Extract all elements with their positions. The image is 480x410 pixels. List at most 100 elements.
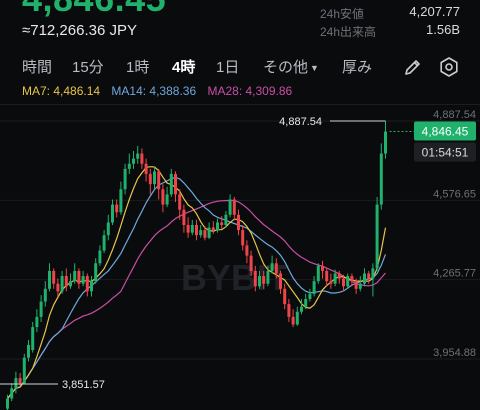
candle-body	[111, 204, 114, 223]
candle-body	[69, 281, 72, 287]
tab-4h[interactable]: 4時	[172, 59, 196, 76]
candle-body	[35, 316, 39, 328]
candle-body	[216, 222, 219, 231]
candle-body	[81, 276, 85, 284]
candle-body	[321, 265, 324, 271]
pencil-icon[interactable]	[402, 56, 424, 78]
candle-body	[73, 270, 77, 282]
price-tick-label: 4,887.54	[433, 109, 476, 121]
moving-average-legend: MA7: 4,486.14 MA14: 4,388.36 MA28: 4,309…	[22, 84, 300, 98]
current-price-label: 4,846.45	[422, 124, 469, 138]
price-tick-label: 3,954.88	[433, 347, 476, 359]
candle-body	[106, 222, 110, 236]
candle-body	[39, 301, 43, 317]
candle-body	[245, 245, 249, 256]
price-tick-label: 4,265.77	[433, 268, 476, 280]
candle-body	[379, 153, 383, 205]
candle-body	[329, 281, 333, 284]
candle-body	[56, 283, 60, 292]
candle-body	[295, 311, 299, 325]
candle-body	[367, 273, 371, 279]
tab-more[interactable]: その他 ▼	[263, 56, 319, 77]
candle-body	[148, 173, 152, 185]
candle-body	[308, 293, 312, 300]
settings-icon[interactable]	[438, 56, 460, 78]
interval-tabs: 時間 15分 1時 4時 1日 その他 ▼ 厚み	[0, 56, 480, 78]
candle-body	[300, 306, 303, 312]
candle-body	[270, 263, 274, 271]
tab-depth[interactable]: 厚み	[342, 59, 373, 76]
candle-body	[190, 224, 194, 233]
candle-body	[325, 270, 329, 282]
candle-body	[207, 227, 211, 238]
candle-body	[22, 357, 26, 384]
ma14-label: MA14: 4,388.36	[111, 84, 197, 98]
header-divider	[0, 104, 480, 105]
candle-body	[316, 265, 320, 282]
candle-body	[85, 276, 89, 292]
candle-body	[258, 276, 261, 287]
candle-body	[157, 171, 161, 190]
candle-body	[10, 388, 14, 399]
candle-body	[371, 268, 375, 279]
candle-body	[102, 235, 106, 251]
candle-body	[27, 344, 30, 358]
candle-body	[48, 270, 51, 289]
candle-body	[237, 214, 240, 231]
candle-body	[224, 214, 228, 225]
candle-body	[6, 398, 9, 409]
candle-body	[266, 270, 270, 284]
stat-label-24h-volume: 24h出来高	[320, 25, 377, 39]
candle-body	[274, 263, 278, 274]
current-price-tag	[414, 121, 476, 141]
candle-body	[375, 204, 379, 269]
stat-value-24h-low: 4,207.77	[409, 4, 460, 19]
tab-more-label: その他	[263, 59, 309, 76]
last-price: 4,846.45	[22, 0, 166, 20]
candle-body	[98, 250, 102, 264]
high-marker-label: 4,887.54	[279, 116, 322, 128]
candle-body	[182, 209, 186, 225]
candle-body	[291, 316, 295, 325]
tab-1h[interactable]: 1時	[126, 59, 150, 76]
candle-body	[199, 230, 203, 236]
candle-body	[64, 276, 68, 287]
candle-body	[60, 276, 64, 292]
candle-body	[354, 281, 358, 289]
candles	[6, 121, 387, 410]
candle-body	[333, 273, 337, 284]
candle-body	[279, 273, 282, 289]
candle-body	[350, 276, 354, 282]
candle-body	[153, 171, 156, 185]
chart-grid	[0, 120, 480, 360]
candle-body	[287, 304, 291, 317]
stat-label-24h-low: 24h安値	[320, 7, 365, 21]
ma28-label: MA28: 4,309.86	[207, 84, 293, 98]
candle-body	[220, 222, 224, 225]
candle-body	[115, 204, 119, 213]
candle-body	[43, 288, 47, 302]
price-markers: 4,887.54 3,851.57 4,846.45 01:54:51	[0, 116, 476, 391]
candle-body	[346, 276, 350, 287]
candle-body	[18, 378, 22, 384]
candle-body	[186, 224, 190, 233]
tab-15m[interactable]: 15分	[72, 59, 104, 76]
tab-1d[interactable]: 1日	[216, 59, 240, 76]
candle-body	[165, 194, 169, 205]
caret-down-icon: ▼	[310, 63, 319, 74]
low-marker-label: 3,851.57	[62, 379, 105, 391]
watermark: BYBIT	[181, 257, 289, 298]
candle-body	[195, 224, 198, 236]
candle-body	[94, 263, 98, 282]
candle-body	[363, 273, 366, 284]
candle-body	[232, 199, 236, 215]
candle-body	[342, 278, 345, 287]
candle-body	[90, 281, 93, 292]
candle-body	[312, 281, 316, 294]
candle-body	[52, 270, 56, 284]
countdown-label: 01:54:51	[422, 145, 469, 159]
candle-body	[31, 327, 35, 351]
tab-time[interactable]: 時間	[22, 59, 53, 76]
candle-body	[77, 270, 81, 284]
